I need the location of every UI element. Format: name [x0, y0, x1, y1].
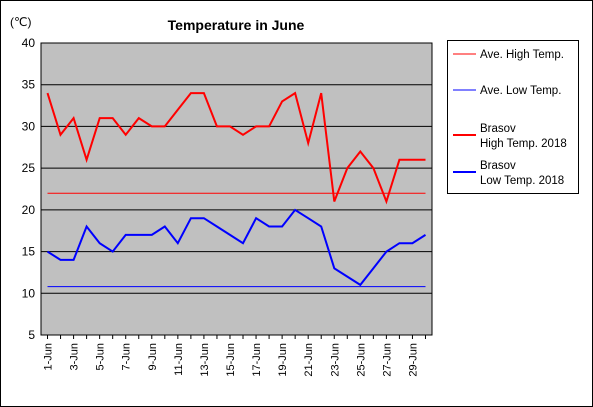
- legend-label: Brasov: [480, 123, 516, 135]
- legend-label: Brasov: [480, 160, 516, 172]
- legend-label: Low Temp. 2018: [480, 175, 564, 187]
- series-line-4: [46, 208, 427, 287]
- x-tick-label: 19-Jun: [277, 343, 289, 377]
- plot-area: 5 10 15 20 25 30 35 40 1-Jun 3-Jun 5-Jun 7-Jun 9-Jun…: [22, 36, 433, 377]
- x-tick-label: 11-Jun: [173, 343, 185, 376]
- y-tick-label: 40: [22, 36, 36, 50]
- x-tick-label: 3-Jun: [69, 343, 81, 371]
- legend: Ave. High Temp. Ave. Low Temp. Brasov High …: [447, 40, 579, 194]
- x-tick-label: 7-Jun: [121, 343, 133, 371]
- y-tick-label: 25: [22, 161, 36, 175]
- x-tick-label: 25-Jun: [355, 343, 367, 377]
- x-tick-label: 27-Jun: [381, 343, 393, 377]
- x-tick-label: 23-Jun: [329, 343, 341, 377]
- y-tick-label: 35: [22, 78, 36, 92]
- x-tick-label: 9-Jun: [147, 343, 159, 371]
- chart-title: Temperature in June: [168, 17, 305, 33]
- legend-label: Ave. Low Temp.: [480, 85, 561, 97]
- y-tick-label: 20: [22, 203, 36, 217]
- x-tick-label: 1-Jun: [43, 343, 55, 371]
- x-tick-label: 29-Jun: [407, 343, 419, 377]
- x-tick-label: 17-Jun: [251, 343, 263, 377]
- legend-box: [447, 40, 579, 194]
- x-tick-label: 15-Jun: [225, 343, 237, 377]
- x-tick-label: 13-Jun: [199, 343, 211, 377]
- series-line-3: [46, 91, 426, 205]
- y-tick-label: 5: [28, 328, 35, 342]
- y-tick-label: 30: [22, 119, 36, 133]
- legend-label: Ave. High Temp.: [480, 49, 564, 61]
- x-tick-label: 5-Jun: [95, 343, 107, 371]
- y-tick-label: 15: [22, 245, 36, 259]
- legend-label: High Temp. 2018: [480, 138, 567, 150]
- plot-background: [40, 42, 433, 336]
- y-tick-label: 10: [22, 286, 36, 300]
- x-tick-label: 21-Jun: [303, 343, 315, 377]
- unit-label: (℃): [10, 15, 31, 29]
